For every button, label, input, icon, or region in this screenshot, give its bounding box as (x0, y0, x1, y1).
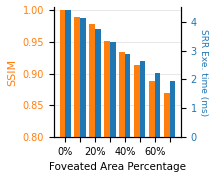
Y-axis label: SSIM: SSIM (7, 59, 17, 86)
Bar (164, 93, 169, 195)
Y-axis label: SRR Exe. time (ms): SRR Exe. time (ms) (199, 29, 208, 116)
Bar (110, 42, 115, 195)
Bar (74, 17, 80, 195)
Bar (104, 42, 110, 195)
Bar (119, 52, 125, 195)
Bar (95, 29, 101, 195)
X-axis label: Foveated Area Percentage: Foveated Area Percentage (49, 162, 186, 172)
Bar (134, 65, 140, 195)
Bar (80, 18, 86, 195)
Bar (169, 82, 175, 195)
Bar (89, 24, 95, 195)
Bar (140, 60, 145, 195)
Bar (65, 11, 71, 195)
Bar (149, 81, 155, 195)
Bar (125, 54, 131, 195)
Bar (155, 73, 160, 195)
Bar (60, 11, 65, 195)
